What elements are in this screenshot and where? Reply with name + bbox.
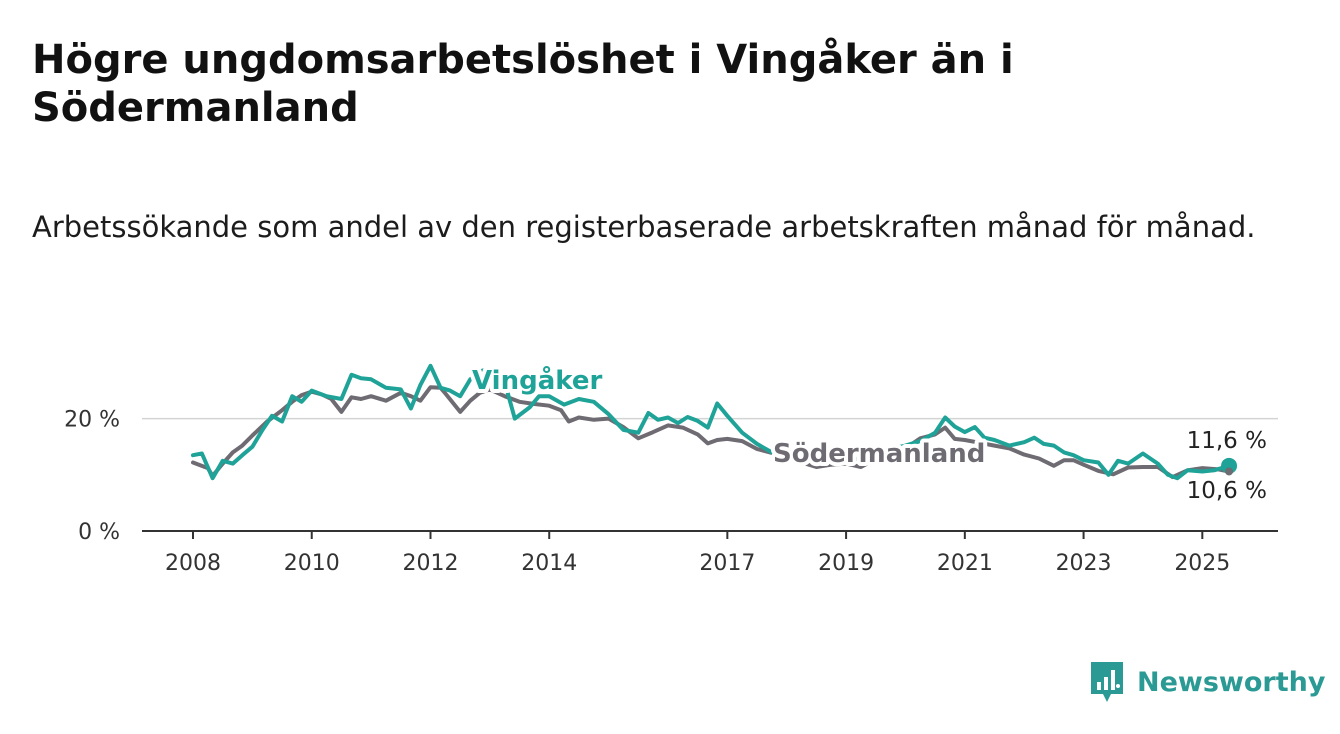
brand-name: Newsworthy (1137, 666, 1326, 698)
x-tick-label: 2019 (818, 551, 874, 576)
series-label-sodermanland-halo: Södermanland (773, 439, 985, 469)
x-tick-label: 2021 (937, 551, 993, 576)
series-lines (191, 363, 1238, 481)
x-tick-label: 2012 (402, 551, 458, 576)
series-line-vingåker (191, 363, 1231, 481)
x-tick-label: 2014 (521, 551, 577, 576)
newsworthy-logo[interactable]: Newsworthy (1089, 660, 1325, 704)
end-value-label-sodermanland: 10,6 % (1187, 478, 1267, 504)
end-point-vingaker (1221, 457, 1238, 474)
chart-title: Högre ungdomsarbetslöshet i Vingåker än … (32, 37, 1014, 131)
x-axis: 2008 2010 2012 2014 2017 2019 2021 2023 2025 (142, 530, 1278, 576)
y-tick-label: 0 % (78, 520, 120, 545)
series-label-vingaker: Vingåker (472, 364, 602, 396)
x-tick-label: 2010 (284, 551, 340, 576)
series-labels: VingåkerVingåkerSödermanlandSödermanland… (468, 360, 1267, 504)
chart-subtitle: Arbetssökande som andel av den registerb… (32, 210, 1256, 244)
y-tick-label: 20 % (64, 408, 120, 433)
y-axis: 0 % 20 % (64, 408, 120, 545)
bar-chart-icon (1091, 662, 1123, 702)
series-label-vingaker-halo: Vingåker (472, 364, 602, 396)
x-tick-label: 2023 (1056, 551, 1112, 576)
series-label-sodermanland: Södermanland (773, 439, 985, 469)
x-tick-label: 2008 (165, 551, 221, 576)
end-value-label-vingaker: 11,6 % (1187, 428, 1267, 454)
end-point-sodermanland (1225, 467, 1234, 476)
series-line-södermanland (191, 385, 1231, 480)
x-tick-label: 2025 (1174, 551, 1230, 576)
x-tick-label: 2017 (699, 551, 755, 576)
